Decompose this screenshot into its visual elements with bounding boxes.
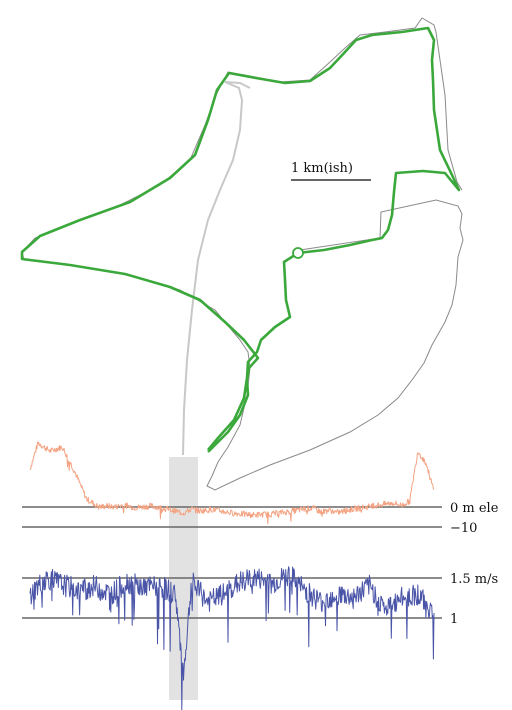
scale-label: 1 km(ish): [291, 161, 353, 176]
reference-line-label: 1: [450, 612, 458, 627]
speed-panel: 1.5 m/s 1: [22, 566, 498, 710]
section-path: [182, 81, 251, 456]
series-line: [29, 566, 435, 710]
track-map: 1 km(ish): [20, 17, 464, 491]
elevation-panel: 0 m ele −10: [22, 441, 499, 536]
reference-path: [21, 17, 464, 491]
reference-line-label: −10: [450, 521, 477, 536]
series-line: [29, 441, 435, 525]
reference-line-label: 0 m ele: [450, 501, 499, 516]
recorded-track: [20, 26, 461, 453]
track-start-marker: [292, 247, 304, 259]
reference-line-label: 1.5 m/s: [450, 572, 498, 587]
